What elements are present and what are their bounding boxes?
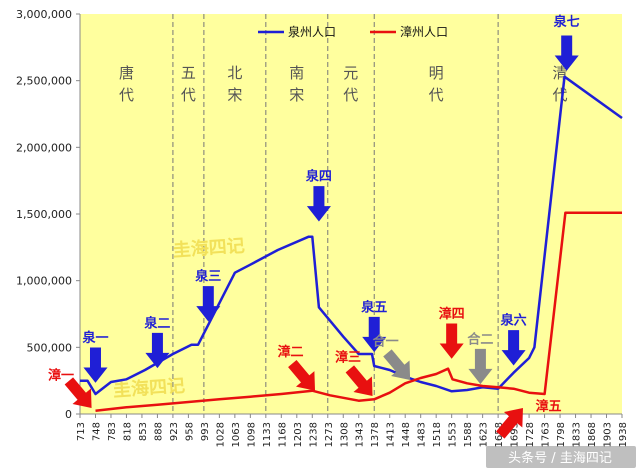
x-tick-label: 1833 <box>572 422 583 447</box>
series-line-0 <box>80 75 623 396</box>
era-label-2: 北 <box>227 64 242 82</box>
era-label-3: 南 <box>289 64 304 82</box>
annotation-label-7: 漳一 <box>48 367 74 383</box>
annotation-arrow-1 <box>145 332 170 369</box>
annotation-arrow-10 <box>439 323 464 359</box>
x-tick-label: 1238 <box>308 422 319 447</box>
y-tick-label: 0 <box>65 408 72 421</box>
watermark-bg <box>486 446 636 468</box>
y-tick-label: 3,000,000 <box>16 8 72 21</box>
x-tick-label: 1133 <box>262 422 273 447</box>
x-tick-label: 1658 <box>494 422 505 447</box>
era-label-1: 代 <box>181 86 196 104</box>
annotation-arrow-13 <box>468 348 493 385</box>
x-tick-label: 1623 <box>479 422 490 447</box>
x-tick-label: 1343 <box>355 422 366 447</box>
x-tick-label: 1448 <box>401 422 412 447</box>
annotation-label-4: 泉五 <box>361 299 387 315</box>
annotation-label-8: 漳二 <box>277 344 303 360</box>
x-tick-label: 1168 <box>277 422 288 447</box>
annotation-arrow-6 <box>554 35 579 71</box>
x-tick-label: 1063 <box>231 422 242 447</box>
x-tick-label: 888 <box>153 422 164 441</box>
y-tick-label: 500,000 <box>27 341 73 354</box>
annotation-label-10: 漳四 <box>439 306 465 322</box>
annotation-arrow-0 <box>83 347 108 383</box>
annotation-arrow-2 <box>196 286 221 322</box>
annotation-arrow-8 <box>288 360 316 391</box>
era-label-4: 元 <box>343 64 358 82</box>
annotation-label-1: 泉二 <box>144 315 170 331</box>
annotation-arrow-5 <box>501 330 526 366</box>
watermark-stamp: 圭海四记 <box>172 235 245 262</box>
x-tick-label: 993 <box>200 422 211 441</box>
x-tick-label: 783 <box>107 422 118 441</box>
x-tick-label: 1553 <box>448 422 459 447</box>
annotation-arrow-9 <box>345 365 373 396</box>
x-tick-label: 1028 <box>215 422 226 447</box>
x-tick-label: 748 <box>91 422 102 441</box>
x-tick-label: 1413 <box>386 422 397 447</box>
annotation-label-3: 泉四 <box>306 169 332 185</box>
x-tick-label: 1203 <box>293 422 304 447</box>
x-tick-label: 958 <box>184 422 195 441</box>
annotation-arrow-11 <box>496 408 523 439</box>
x-tick-label: 1588 <box>463 422 474 447</box>
era-label-3: 宋 <box>289 86 304 104</box>
annotation-arrow-7 <box>64 377 92 408</box>
annotation-label-13: 合二 <box>467 331 493 347</box>
series-line-1 <box>95 211 622 412</box>
annotation-label-5: 泉六 <box>501 313 527 329</box>
era-label-0: 唐 <box>119 64 134 82</box>
x-tick-label: 1798 <box>556 422 567 447</box>
y-tick-label: 1,000,000 <box>16 275 72 288</box>
y-tick-label: 1,500,000 <box>16 208 72 221</box>
x-tick-label: 1693 <box>510 422 521 447</box>
x-tick-label: 1273 <box>324 422 335 447</box>
annotation-arrow-3 <box>306 186 331 222</box>
x-tick-label: 1868 <box>587 422 598 447</box>
x-tick-label: 1903 <box>603 422 614 447</box>
annotation-arrow-4 <box>362 316 387 353</box>
annotation-arrow-12 <box>383 349 411 380</box>
era-label-5: 代 <box>429 86 444 104</box>
annotation-label-0: 泉一 <box>82 330 108 346</box>
annotation-label-11: 漳五 <box>535 399 561 415</box>
era-label-0: 代 <box>119 86 134 104</box>
x-tick-label: 1763 <box>541 422 552 447</box>
era-label-6: 代 <box>553 86 568 104</box>
y-tick-label: 2,000,000 <box>16 141 72 154</box>
era-label-4: 代 <box>343 86 358 104</box>
x-tick-label: 853 <box>138 422 149 441</box>
left-margin <box>0 0 80 474</box>
era-label-1: 五 <box>181 64 196 82</box>
annotation-label-6: 泉七 <box>554 14 580 30</box>
era-label-2: 宋 <box>227 86 242 104</box>
legend-label-1: 漳州人口 <box>400 24 448 39</box>
x-tick-label: 713 <box>76 422 87 441</box>
annotation-label-2: 泉三 <box>195 269 221 285</box>
annotation-label-9: 漳三 <box>335 349 361 365</box>
x-tick-label: 923 <box>169 422 180 441</box>
era-label-5: 明 <box>429 64 444 82</box>
x-tick-label: 1308 <box>339 422 350 447</box>
watermark-text: 头条号 / 圭海四记 <box>508 450 612 466</box>
legend-label-0: 泉州人口 <box>288 25 336 39</box>
x-tick-label: 1728 <box>525 422 536 447</box>
x-tick-label: 1483 <box>417 422 428 447</box>
x-tick-label: 1098 <box>246 422 257 447</box>
x-tick-label: 1518 <box>432 422 443 447</box>
annotation-label-12: 合一 <box>373 333 399 349</box>
x-tick-label: 1378 <box>370 422 381 447</box>
x-tick-label: 818 <box>122 422 133 441</box>
y-tick-label: 2,500,000 <box>16 75 72 88</box>
x-tick-label: 1938 <box>618 422 629 447</box>
plot-area <box>80 14 622 414</box>
